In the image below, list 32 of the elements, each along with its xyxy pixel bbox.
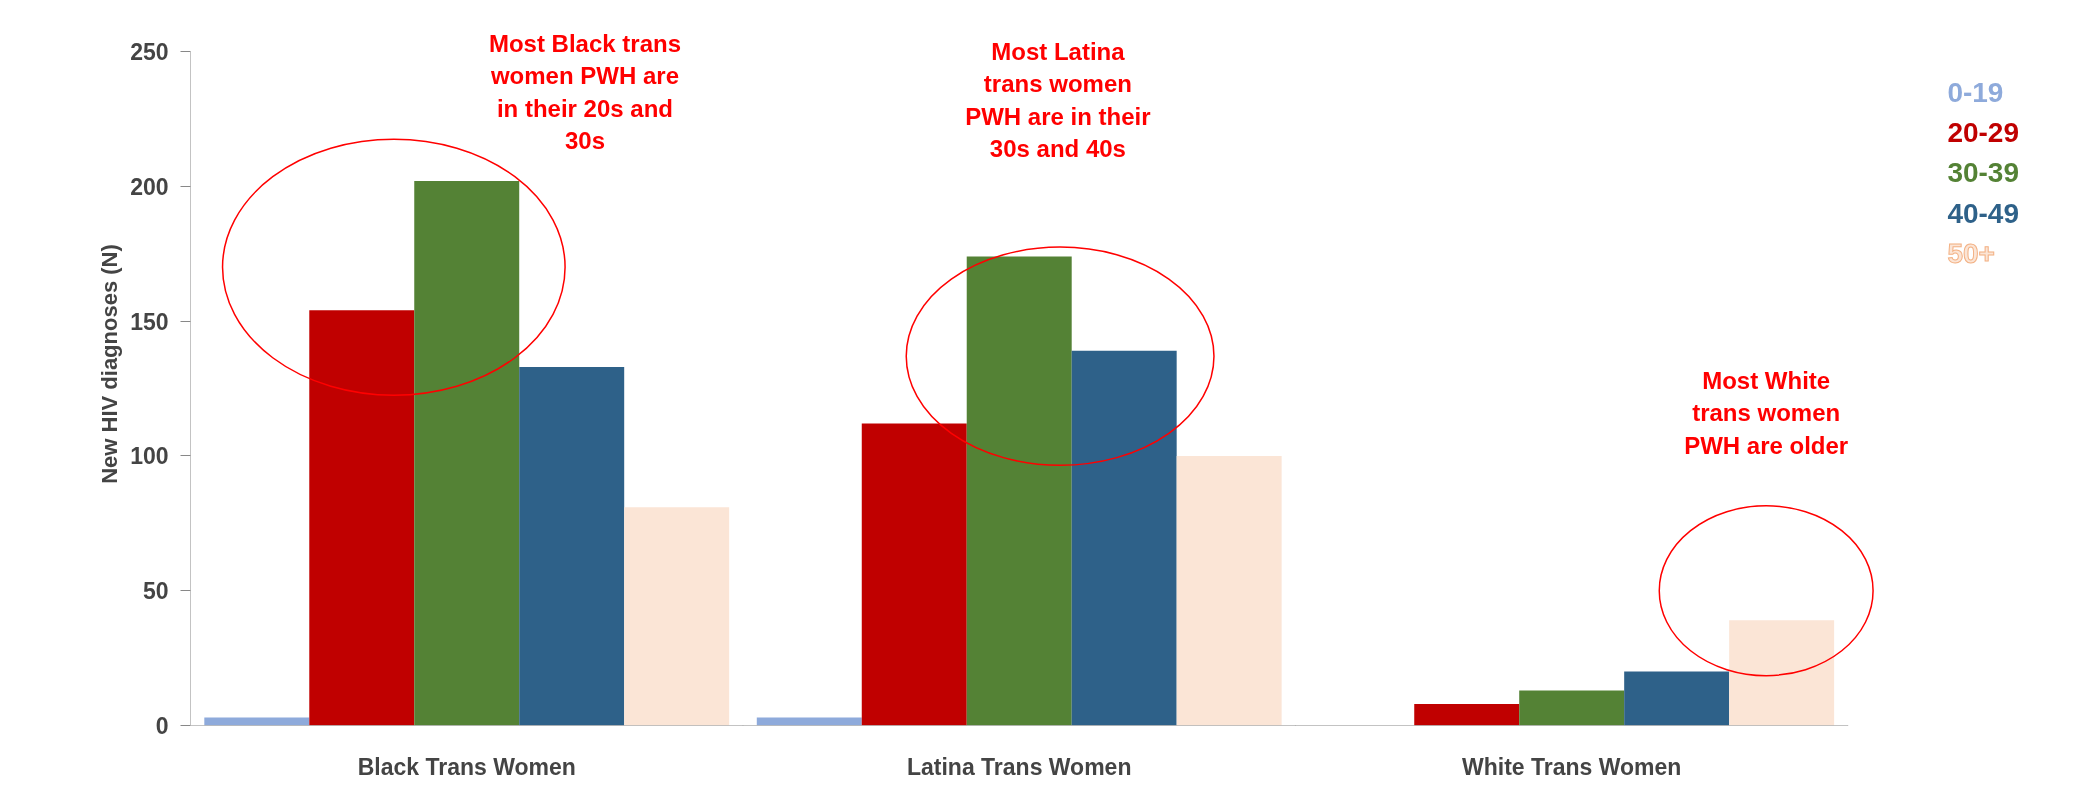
- x-tick-label: Black Trans Women: [357, 753, 576, 780]
- y-tick-label: 50: [142, 578, 169, 605]
- y-tick-label: 250: [130, 39, 169, 66]
- text: 20-29: [1947, 116, 2020, 148]
- bar: [1176, 455, 1282, 726]
- annotation: Most White trans women PWH are older: [1684, 366, 1849, 459]
- y-axis-title: New HIV diagnoses (N): [97, 244, 123, 484]
- text: 0-19: [1947, 76, 2004, 108]
- y-tick-label: 100: [130, 443, 169, 470]
- bar: [519, 366, 625, 726]
- bar: [414, 180, 520, 726]
- x-tick-label: Latina Trans Women: [906, 753, 1132, 780]
- bar: [861, 423, 967, 726]
- bar: [1071, 350, 1177, 726]
- bar: [624, 507, 730, 726]
- x-tick-label: White Trans Women: [1462, 753, 1682, 780]
- bar: [1414, 703, 1520, 726]
- y-tick-label: 0: [155, 713, 169, 739]
- annotation: Most Latina trans women PWH are in their 30s and 40s: [965, 37, 1151, 163]
- text: 30-39: [1947, 157, 2020, 189]
- bar: [204, 717, 310, 726]
- text: 50+: [1947, 238, 1995, 270]
- y-tick-label: 200: [130, 173, 169, 200]
- bar: [756, 717, 862, 726]
- bar: [1729, 620, 1835, 726]
- bar: [309, 310, 415, 726]
- bar: [1624, 671, 1730, 726]
- text: 40-49: [1947, 197, 2020, 229]
- annotation: Most Black trans women PWH are in their 20s and 30s: [488, 29, 681, 155]
- y-tick-label: 150: [130, 308, 169, 335]
- bar: [966, 256, 1072, 726]
- bar: [1519, 690, 1625, 726]
